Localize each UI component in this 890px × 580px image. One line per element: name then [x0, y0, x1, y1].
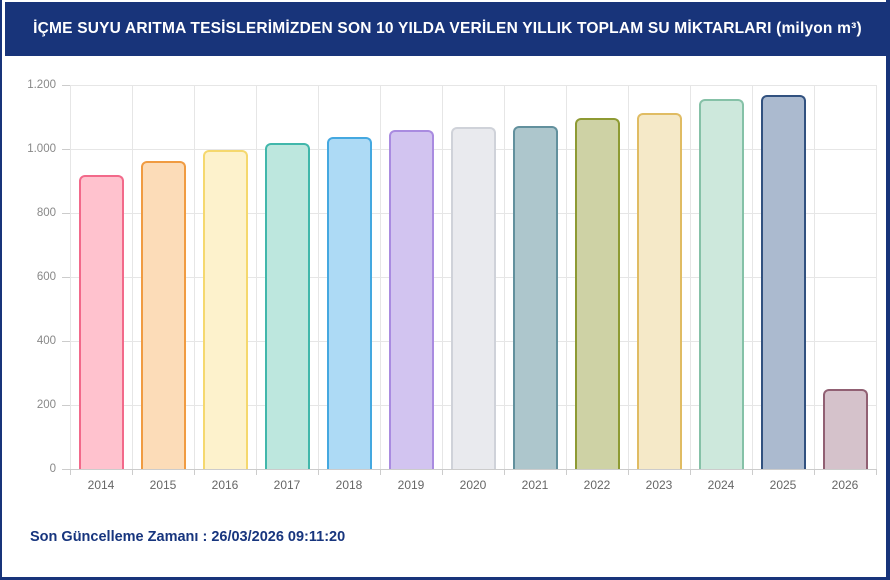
bar-2015[interactable]: [140, 161, 186, 469]
x-axis-tick: [628, 469, 629, 475]
y-axis-tick: [62, 149, 70, 150]
gridline-vertical: [566, 85, 567, 469]
last-update-status: Son Güncelleme Zamanı : 26/03/2026 09:11…: [30, 529, 345, 545]
x-tick-label-2018: 2018: [335, 478, 363, 492]
gridline-vertical: [690, 85, 691, 469]
x-tick-label-2016: 2016: [211, 478, 239, 492]
gridline-vertical: [256, 85, 257, 469]
y-axis-tick: [62, 85, 70, 86]
gridline-vertical: [132, 85, 133, 469]
bar-2024[interactable]: [698, 99, 744, 469]
x-tick-label-2020: 2020: [459, 478, 487, 492]
x-tick-label-2024: 2024: [707, 478, 735, 492]
bar-2017[interactable]: [264, 143, 310, 469]
bar-2020[interactable]: [450, 127, 496, 469]
y-tick-label: 1.000: [27, 143, 56, 155]
last-update-label: Son Güncelleme Zamanı: [30, 529, 199, 545]
x-axis-tick: [876, 469, 877, 475]
x-tick-label-2015: 2015: [149, 478, 177, 492]
label-separator: :: [198, 529, 212, 545]
gridline-vertical: [194, 85, 195, 469]
x-axis-tick: [504, 469, 505, 475]
x-tick-label-2019: 2019: [397, 478, 425, 492]
x-axis-tick: [132, 469, 133, 475]
bar-2021[interactable]: [512, 126, 558, 469]
page-title: İÇME SUYU ARITMA TESİSLERİMİZDEN SON 10 …: [33, 20, 862, 37]
bar-2018[interactable]: [326, 137, 372, 469]
last-update-timestamp: 26/03/2026 09:11:20: [211, 529, 346, 545]
bar-2023[interactable]: [636, 113, 682, 469]
y-tick-label: 800: [36, 207, 56, 219]
x-tick-label-2017: 2017: [273, 478, 301, 492]
y-tick-label: 600: [36, 271, 56, 283]
bar-2022[interactable]: [574, 118, 620, 469]
gridline-vertical: [442, 85, 443, 469]
x-tick-label-2014: 2014: [87, 478, 115, 492]
gridline-vertical: [380, 85, 381, 469]
x-axis-tick: [814, 469, 815, 475]
x-axis-tick: [566, 469, 567, 475]
x-axis-tick: [194, 469, 195, 475]
gridline-vertical: [814, 85, 815, 469]
x-tick-label-2022: 2022: [583, 478, 611, 492]
gridline-vertical: [876, 85, 877, 469]
bar-2026[interactable]: [822, 389, 868, 469]
x-axis-tick: [442, 469, 443, 475]
bar-2014[interactable]: [78, 175, 124, 469]
gridline-horizontal: [70, 85, 876, 86]
bar-2019[interactable]: [388, 130, 434, 469]
y-tick-label: 400: [36, 335, 56, 347]
x-tick-label-2025: 2025: [769, 478, 797, 492]
y-tick-label: 0: [49, 463, 56, 475]
x-axis-tick: [318, 469, 319, 475]
x-tick-label-2026: 2026: [831, 478, 859, 492]
x-axis-tick: [752, 469, 753, 475]
x-tick-label-2021: 2021: [521, 478, 549, 492]
y-axis-tick: [62, 277, 70, 278]
y-tick-label: 1.200: [27, 79, 56, 91]
x-axis-line: [70, 469, 876, 470]
gridline-vertical: [70, 85, 71, 469]
x-tick-label-2023: 2023: [645, 478, 673, 492]
gridline-vertical: [628, 85, 629, 469]
bar-2025[interactable]: [760, 95, 806, 469]
x-axis-tick: [256, 469, 257, 475]
y-axis-tick: [62, 405, 70, 406]
y-axis-tick: [62, 469, 70, 470]
y-tick-label: 200: [36, 399, 56, 411]
y-axis-tick: [62, 213, 70, 214]
gridline-vertical: [504, 85, 505, 469]
chart-area: 0 200 400 600 800 1.000 1.200 2014 2015 2016 2017 2…: [27, 79, 877, 492]
x-axis-tick: [70, 469, 71, 475]
gridline-vertical: [752, 85, 753, 469]
title-bar: İÇME SUYU ARITMA TESİSLERİMİZDEN SON 10 …: [5, 2, 886, 56]
y-axis-tick: [62, 341, 70, 342]
x-axis-tick: [380, 469, 381, 475]
x-axis-tick: [690, 469, 691, 475]
gridline-vertical: [318, 85, 319, 469]
bar-2016[interactable]: [202, 150, 248, 469]
